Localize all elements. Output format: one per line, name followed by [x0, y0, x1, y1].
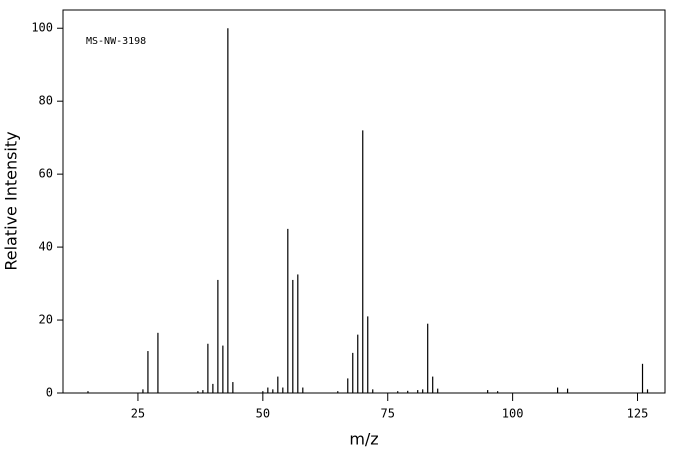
y-tick-label: 40 — [39, 240, 53, 254]
x-tick-label: 100 — [502, 407, 524, 421]
y-tick-label: 0 — [46, 386, 53, 400]
y-tick-label: 100 — [31, 21, 53, 35]
x-tick-label: 50 — [256, 407, 270, 421]
y-tick-label: 60 — [39, 167, 53, 181]
x-tick-label: 125 — [627, 407, 649, 421]
x-tick-label: 75 — [381, 407, 395, 421]
y-axis-label: Relative Intensity — [2, 131, 21, 270]
y-tick-label: 80 — [39, 94, 53, 108]
y-tick-label: 20 — [39, 313, 53, 327]
x-axis-label: m/z — [349, 430, 378, 449]
annotation: MS-NW-3198 — [86, 36, 146, 47]
x-tick-label: 25 — [131, 407, 145, 421]
plot-frame — [62, 9, 666, 394]
